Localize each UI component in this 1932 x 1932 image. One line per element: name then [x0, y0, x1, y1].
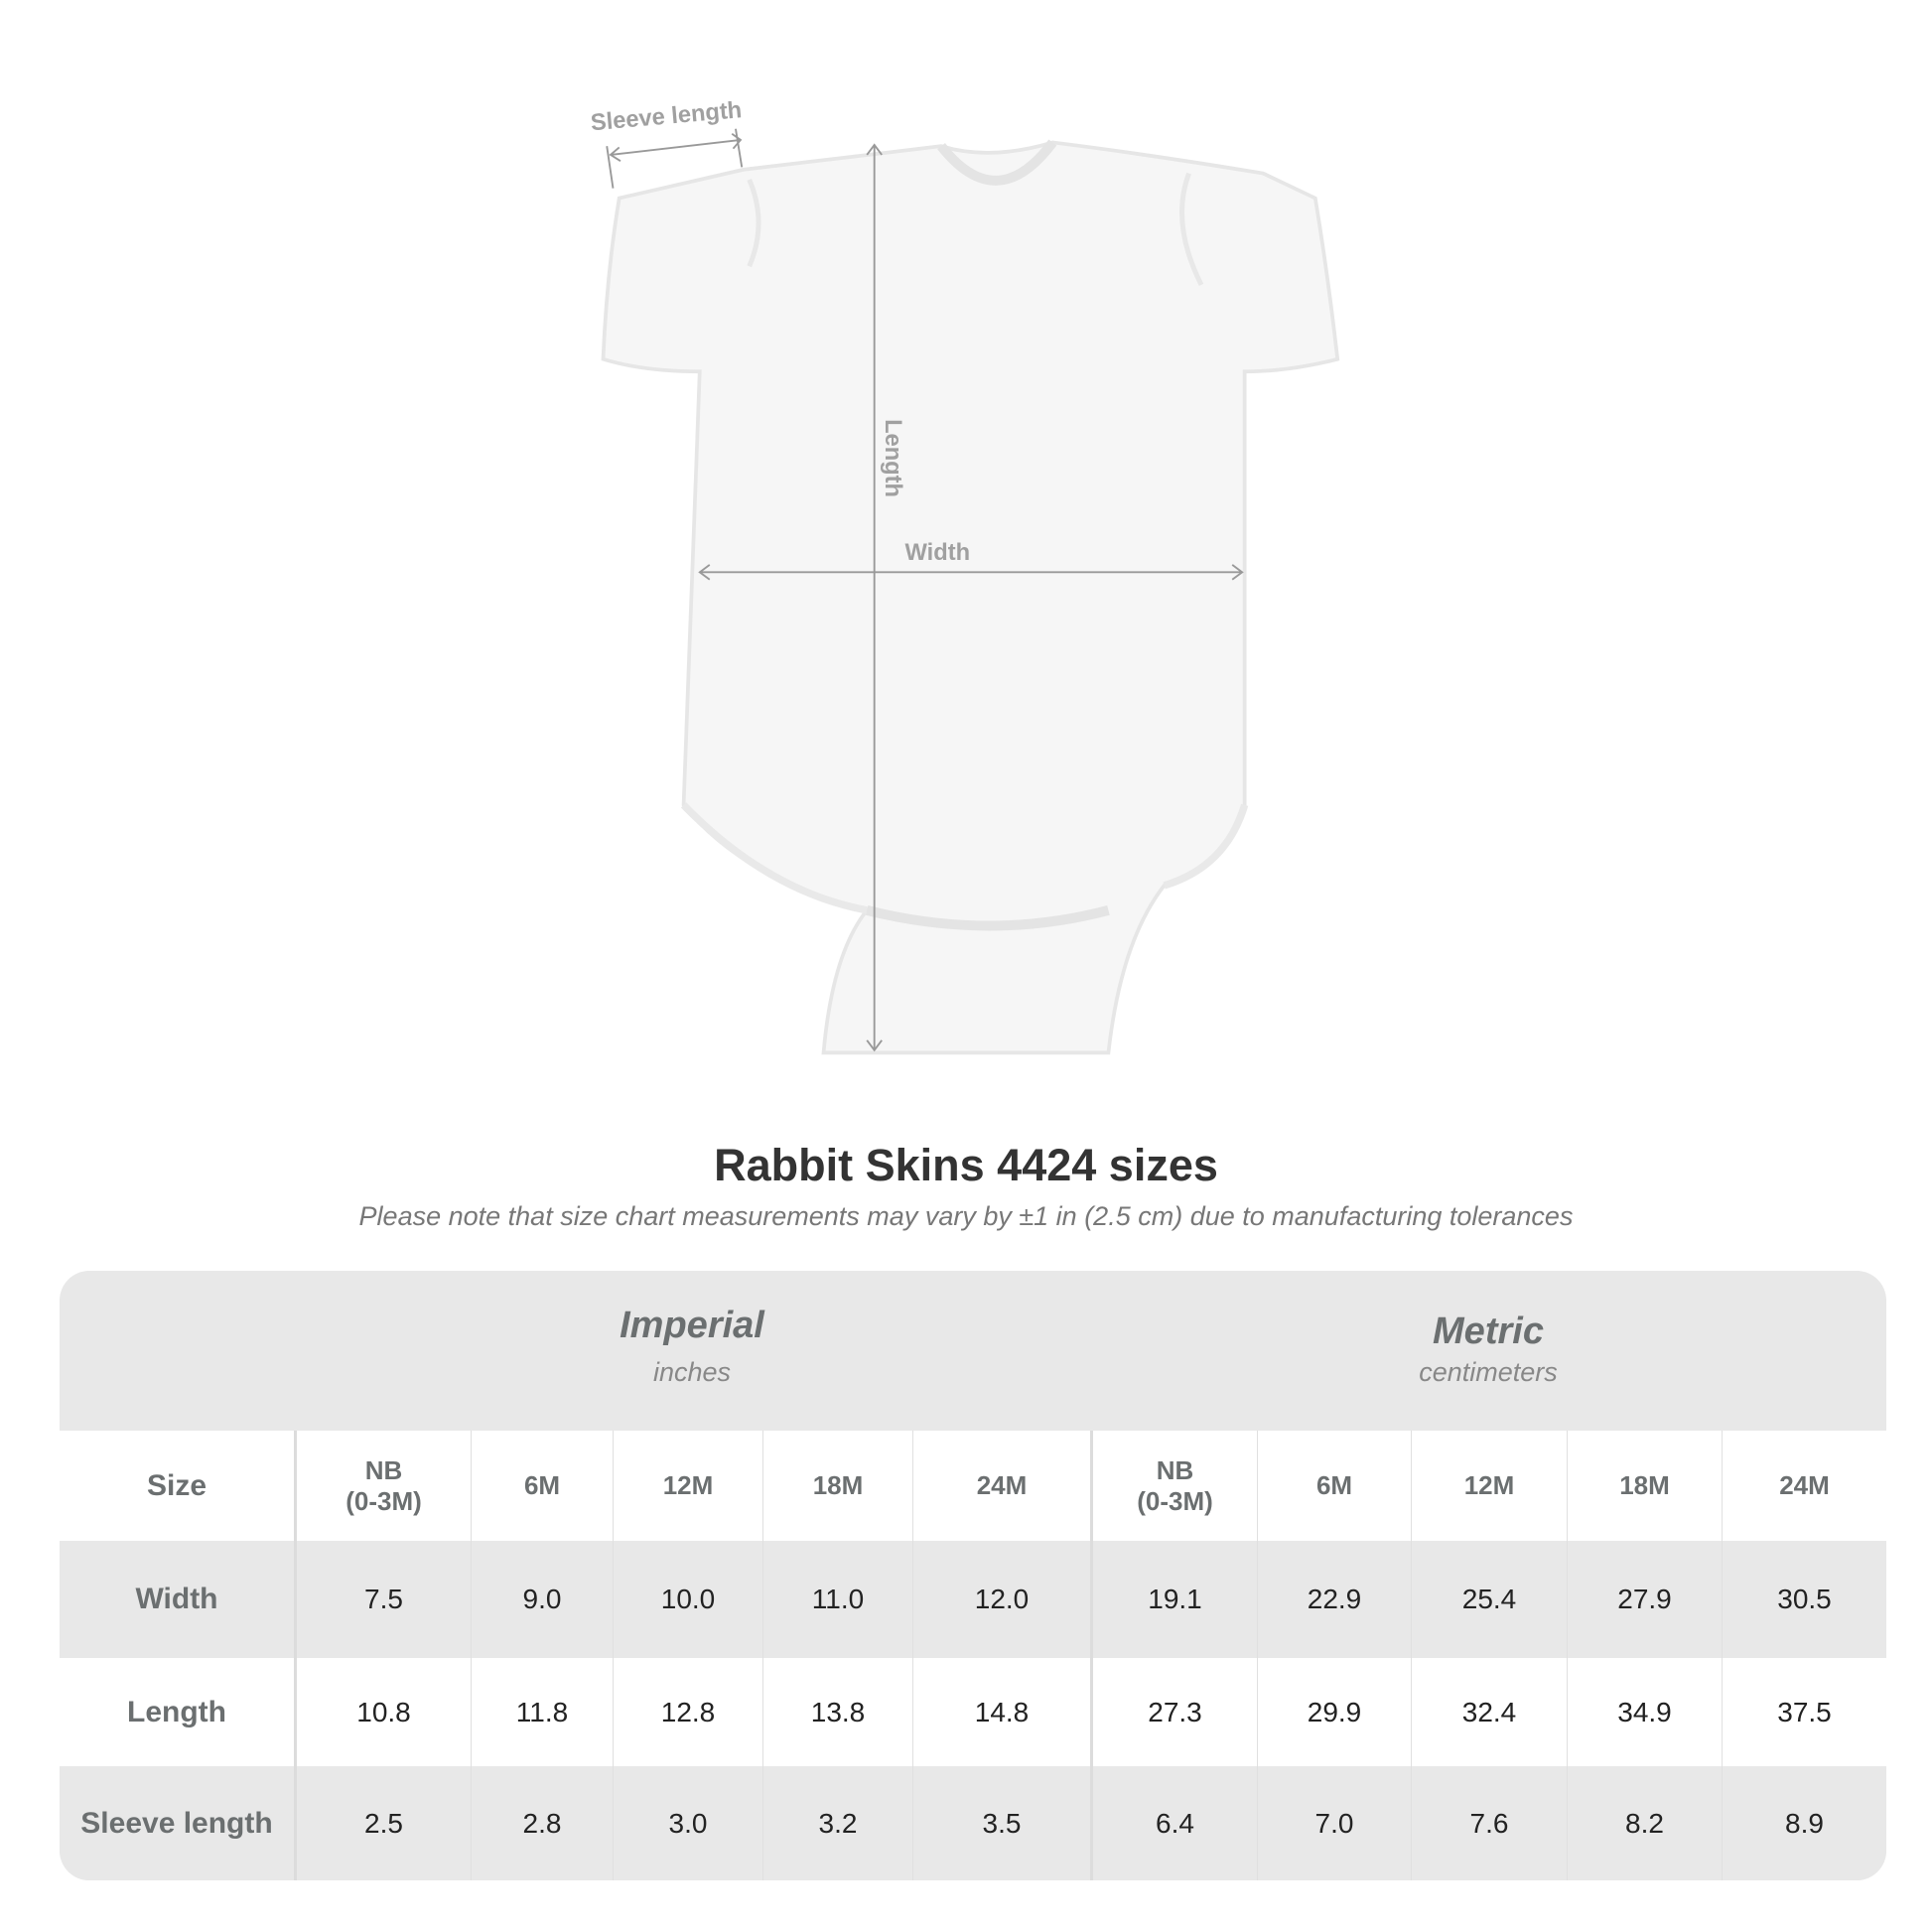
table-cell: 19.1	[1090, 1541, 1257, 1658]
group-unit: centimeters	[1419, 1357, 1558, 1387]
table-cell: 18M	[1567, 1431, 1722, 1541]
row-label: Size	[146, 1468, 207, 1502]
table-cell: 7.0	[1257, 1766, 1411, 1880]
table-cell: 10.0	[613, 1541, 762, 1658]
onesie-garment	[601, 139, 1340, 1055]
size-table: Imperial inches Metric centimeters Size N…	[60, 1271, 1886, 1880]
table-row: Length 10.8 11.8 12.8 13.8 14.8 27.3 29.9 32.4 34…	[60, 1658, 1886, 1766]
table-cell: 3.2	[762, 1766, 912, 1880]
table-cell: 13.8	[762, 1658, 912, 1766]
table-cell: 27.3	[1090, 1658, 1257, 1766]
table-cell: 8.2	[1567, 1766, 1722, 1880]
table-cell: NB (0-3M)	[294, 1431, 471, 1541]
table-row: Sleeve length 2.5 2.8 3.0 3.2 3.5 6.4 7.0 7.6 8.2…	[60, 1766, 1886, 1880]
group-name: Metric	[1433, 1311, 1544, 1352]
width-label: Width	[905, 540, 971, 566]
table-cell: 12M	[1411, 1431, 1567, 1541]
table-cell: 37.5	[1722, 1658, 1886, 1766]
group-name: Imperial	[620, 1305, 764, 1346]
table-cell: NB (0-3M)	[1090, 1431, 1257, 1541]
table-cell: 11.8	[471, 1658, 613, 1766]
table-cell: 9.0	[471, 1541, 613, 1658]
sleeve-length-label: Sleeve length	[590, 97, 743, 136]
table-cell: 3.0	[613, 1766, 762, 1880]
table-cell: 34.9	[1567, 1658, 1722, 1766]
table-cell: 25.4	[1411, 1541, 1567, 1658]
row-label: Sleeve length	[80, 1806, 273, 1840]
table-cell: 6M	[471, 1431, 613, 1541]
table-cell: 10.8	[294, 1658, 471, 1766]
size-header-row: Size NB (0-3M) 6M 12M 18M 24M NB (0-3M) 6M 12M 18…	[60, 1431, 1886, 1541]
group-unit: inches	[652, 1357, 732, 1387]
length-label: Length	[880, 419, 905, 497]
row-label: Length	[127, 1695, 226, 1728]
metric-group-header: Metric centimeters	[1090, 1271, 1886, 1431]
tolerance-note: Please note that size chart measurements…	[358, 1201, 1574, 1231]
table-cell: 7.6	[1411, 1766, 1567, 1880]
table-cell: 8.9	[1722, 1766, 1886, 1880]
table-cell: 12.8	[613, 1658, 762, 1766]
table-cell: 22.9	[1257, 1541, 1411, 1658]
measurement-arrows	[606, 128, 1244, 1052]
table-cell: 32.4	[1411, 1658, 1567, 1766]
table-cell: 29.9	[1257, 1658, 1411, 1766]
table-cell: 11.0	[762, 1541, 912, 1658]
table-cell: 30.5	[1722, 1541, 1886, 1658]
table-cell: 3.5	[912, 1766, 1090, 1880]
table-cell: 2.5	[294, 1766, 471, 1880]
table-cell: 24M	[912, 1431, 1090, 1541]
table-cell: 7.5	[294, 1541, 471, 1658]
table-cell: 18M	[762, 1431, 912, 1541]
table-cell: 6M	[1257, 1431, 1411, 1541]
table-row: Width 7.5 9.0 10.0 11.0 12.0 19.1 22.9 25.4 27.9 3…	[60, 1541, 1886, 1658]
chart-title: Rabbit Skins 4424 sizes	[714, 1140, 1218, 1190]
table-cell: 6.4	[1090, 1766, 1257, 1880]
table-cell: 27.9	[1567, 1541, 1722, 1658]
sleeve-arrow	[610, 139, 742, 156]
row-label: Width	[135, 1583, 218, 1615]
imperial-group-header: Imperial inches	[294, 1271, 1090, 1431]
table-cell: 12.0	[912, 1541, 1090, 1658]
table-cell: 2.8	[471, 1766, 613, 1880]
table-cell: 12M	[613, 1431, 762, 1541]
table-cell: 14.8	[912, 1658, 1090, 1766]
table-cell: 24M	[1722, 1431, 1886, 1541]
